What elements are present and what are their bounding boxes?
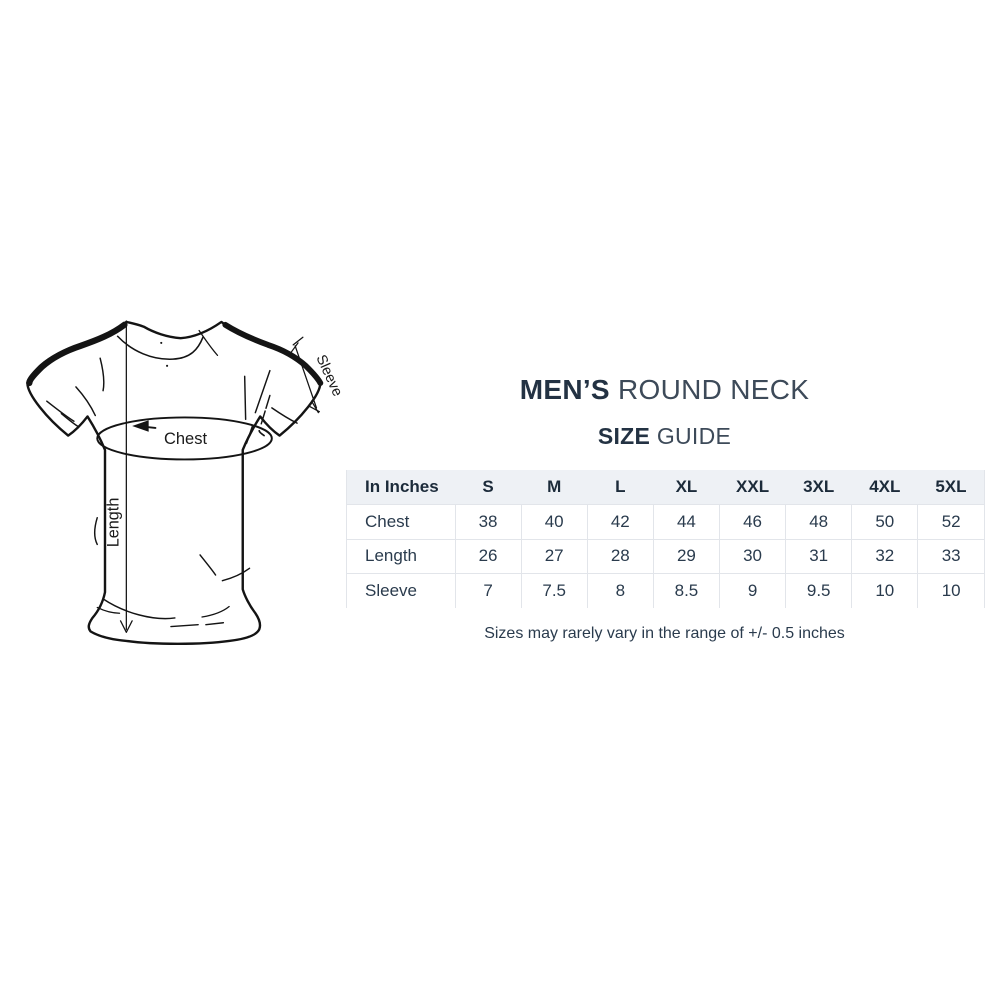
svg-text:Chest: Chest bbox=[164, 430, 208, 448]
svg-text:Length: Length bbox=[104, 498, 122, 548]
